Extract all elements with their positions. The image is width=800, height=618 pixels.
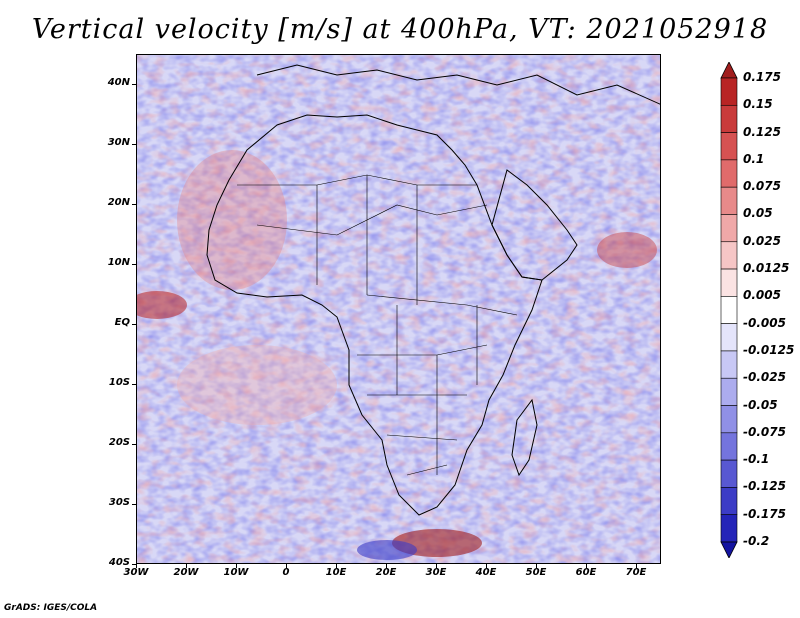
lon-label: 70E bbox=[625, 567, 647, 578]
lat-label: 10S bbox=[108, 377, 130, 388]
colorbar-bin bbox=[720, 405, 738, 434]
lon-tick bbox=[536, 564, 537, 568]
lon-label: 30W bbox=[123, 567, 149, 578]
field-noise-red bbox=[137, 55, 660, 563]
lat-tick bbox=[132, 564, 136, 565]
colorbar-bin bbox=[720, 323, 738, 352]
lat-tick bbox=[132, 504, 136, 505]
colorbar-label: 0.05 bbox=[743, 206, 773, 221]
lat-label: EQ bbox=[114, 317, 130, 328]
red-patch-itcz bbox=[137, 291, 187, 319]
lat-label: 10N bbox=[107, 257, 130, 268]
colorbar-label: -0.125 bbox=[743, 479, 786, 494]
lat-label: 20S bbox=[108, 437, 130, 448]
colorbar-label: 0.025 bbox=[743, 233, 781, 248]
colorbar-bin bbox=[720, 104, 738, 133]
colorbar-label: -0.05 bbox=[743, 397, 778, 412]
colorbar-label: -0.0125 bbox=[743, 342, 795, 357]
colorbar-bin bbox=[720, 432, 738, 461]
chart-title: Vertical velocity [m/s] at 400hPa, VT: 2… bbox=[31, 14, 769, 45]
country-borders bbox=[237, 174, 518, 476]
lon-tick bbox=[286, 564, 287, 568]
colorbar-bin bbox=[720, 159, 738, 188]
lon-label: 20E bbox=[375, 567, 397, 578]
lon-tick bbox=[436, 564, 437, 568]
lon-tick bbox=[336, 564, 337, 568]
footer-credit: GrADS: IGES/COLA bbox=[4, 603, 98, 613]
colorbar-bin bbox=[720, 514, 738, 543]
colorbar-label: 0.005 bbox=[743, 288, 781, 303]
lat-label: 30S bbox=[108, 497, 130, 508]
lon-label: 0 bbox=[282, 567, 290, 578]
colorbar-label: -0.175 bbox=[743, 506, 786, 521]
colorbar-bin bbox=[720, 132, 738, 161]
lat-tick bbox=[132, 264, 136, 265]
colorbar-label: 0.075 bbox=[743, 179, 781, 194]
colorbar-label: -0.075 bbox=[743, 424, 786, 439]
lat-tick bbox=[132, 444, 136, 445]
red-patch-atlantic bbox=[177, 345, 337, 425]
lat-tick bbox=[132, 384, 136, 385]
lat-label: 30N bbox=[107, 137, 130, 148]
colorbar-label: 0.0125 bbox=[743, 261, 790, 276]
lon-label: 50E bbox=[525, 567, 547, 578]
lon-tick bbox=[136, 564, 137, 568]
colorbar-bin bbox=[720, 459, 738, 488]
colorbar-label: -0.025 bbox=[743, 370, 786, 385]
lat-tick bbox=[132, 204, 136, 205]
red-patch-arabian-sea bbox=[597, 232, 657, 268]
map-plot-area[interactable] bbox=[136, 54, 661, 564]
lon-label: 60E bbox=[575, 567, 597, 578]
colorbar-bin bbox=[720, 77, 738, 106]
colorbar-bin bbox=[720, 377, 738, 406]
blue-patch-south bbox=[357, 540, 417, 560]
colorbar-bin bbox=[720, 487, 738, 516]
red-patch-sahara bbox=[177, 150, 287, 290]
colorbar-bin bbox=[720, 296, 738, 324]
lon-tick bbox=[586, 564, 587, 568]
colorbar-bottom-arrow bbox=[720, 541, 738, 558]
lon-tick bbox=[386, 564, 387, 568]
lon-tick bbox=[486, 564, 487, 568]
lat-tick bbox=[132, 324, 136, 325]
colorbar-label: 0.175 bbox=[743, 70, 781, 84]
colorbar-bin bbox=[720, 214, 738, 243]
colorbar bbox=[720, 62, 738, 558]
africa-outline bbox=[206, 114, 543, 516]
arabia-outline bbox=[491, 169, 578, 281]
colorbar-label: 0.1 bbox=[743, 151, 765, 166]
colorbar-label: -0.1 bbox=[743, 452, 770, 467]
europe-coast bbox=[256, 64, 660, 105]
lat-tick bbox=[132, 144, 136, 145]
colorbar-label: -0.005 bbox=[743, 315, 786, 330]
lat-label: 20N bbox=[107, 197, 130, 208]
colorbar-label: -0.2 bbox=[743, 534, 770, 548]
colorbar-label: 0.15 bbox=[743, 97, 773, 112]
lon-label: 10E bbox=[325, 567, 347, 578]
madagascar-outline bbox=[511, 398, 538, 477]
lat-label: 40S bbox=[108, 557, 130, 568]
lat-tick bbox=[132, 84, 136, 85]
lon-tick bbox=[186, 564, 187, 568]
lon-tick bbox=[236, 564, 237, 568]
lon-label: 40E bbox=[475, 567, 497, 578]
colorbar-label: 0.125 bbox=[743, 124, 781, 139]
lon-tick bbox=[636, 564, 637, 568]
lon-label: 20W bbox=[173, 567, 199, 578]
colorbar-bin bbox=[720, 186, 738, 215]
map-svg bbox=[137, 55, 660, 563]
lon-label: 10W bbox=[223, 567, 249, 578]
colorbar-bin bbox=[720, 241, 738, 270]
colorbar-bin bbox=[720, 350, 738, 379]
lat-label: 40N bbox=[107, 77, 130, 88]
colorbar-top-arrow bbox=[720, 62, 738, 79]
lon-label: 30E bbox=[425, 567, 447, 578]
colorbar-bin bbox=[720, 268, 738, 297]
coastlines bbox=[206, 64, 660, 516]
